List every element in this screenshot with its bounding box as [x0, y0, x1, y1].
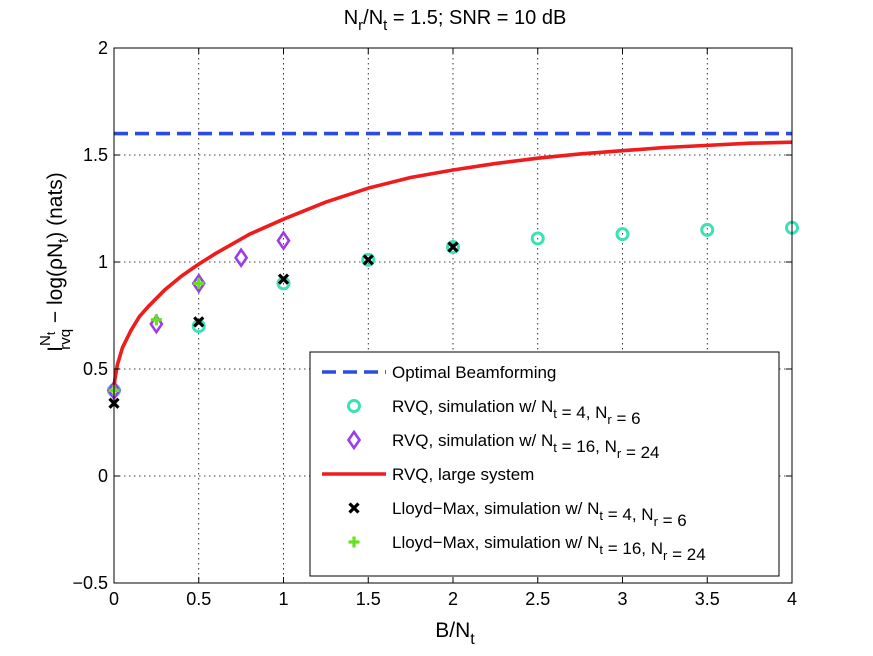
- series-rvq-large-system: [112, 140, 793, 391]
- rvq-simulation-w-nt-4-nr-6-point: [361, 252, 376, 267]
- y-tick-label: −0.5: [72, 573, 108, 593]
- legend-label: RVQ, simulation w/ Nt = 16, Nr = 24: [392, 431, 660, 462]
- legend-label: Lloyd−Max, simulation w/ Nt = 4, Nr = 6: [392, 499, 687, 530]
- y-axis-label: INtrvq − log(ρNt) (nats): [37, 172, 74, 352]
- axis-ticks: 0 0.5 1 1.5 2 2.5 3 3.5 4−0.500.511.52: [72, 38, 797, 609]
- legend-label: Optimal Beamforming: [392, 363, 556, 382]
- x-tick-label: 0: [109, 589, 119, 609]
- y-tick-label: 0: [98, 466, 108, 486]
- rvq-simulation-w-nt-4-nr-6-point: [615, 227, 630, 242]
- series-rvq-simulation-w-nt-4-nr-6: [107, 220, 799, 398]
- lloyd-max-simulation-w-nt-16-nr-24-point: [193, 277, 205, 289]
- lloyd-max-simulation-w-nt-4-nr-6-point: [362, 254, 374, 266]
- x-tick-label: 1.5: [356, 589, 381, 609]
- rvq-simulation-w-nt-4-nr-6-point: [700, 222, 715, 237]
- legend: Optimal Beamforming RVQ, simulation w/ Nt…: [309, 351, 780, 577]
- x-tick-label: 1: [278, 589, 288, 609]
- rvq-simulation-w-nt-4-nr-6-point: [530, 231, 545, 246]
- x-tick-label: 2: [448, 589, 458, 609]
- legend-swatch: [346, 429, 362, 451]
- x-tick-label: 3.5: [695, 589, 720, 609]
- legend-label: RVQ, large system: [392, 465, 534, 484]
- legend-swatch: [347, 399, 361, 413]
- plot-series: [106, 131, 799, 409]
- x-tick-label: 4: [787, 589, 797, 609]
- legend-box: [309, 351, 780, 577]
- legend-item-lloyd-max-simulation-w-nt-4-nr-6: Lloyd−Max, simulation w/ Nt = 4, Nr = 6: [348, 499, 687, 530]
- lloyd-max-simulation-w-nt-4-nr-6-point: [447, 241, 459, 253]
- x-tick-label: 3: [617, 589, 627, 609]
- y-tick-label: 2: [98, 38, 108, 58]
- rvq-simulation-w-nt-4-nr-6-point: [446, 240, 460, 255]
- legend-item-lloyd-max-simulation-w-nt-16-nr-24: Lloyd−Max, simulation w/ Nt = 16, Nr = 2…: [348, 533, 706, 564]
- y-tick-label: 1: [98, 252, 108, 272]
- chart-title: Nr/Nt = 1.5; SNR = 10 dB: [344, 7, 567, 34]
- lloyd-max-simulation-w-nt-16-nr-24-point: [150, 314, 162, 326]
- rvq-large-system-line: [112, 140, 793, 391]
- legend-item-rvq-simulation-w-nt-4-nr-6: RVQ, simulation w/ Nt = 4, Nr = 6: [347, 397, 641, 428]
- x-axis-label: B/Nt: [435, 619, 475, 648]
- rvq-simulation-w-nt-16-nr-24-point: [191, 273, 206, 294]
- legend-item-optimal-beamforming: Optimal Beamforming: [322, 363, 556, 382]
- rvq-simulation-w-nt-16-nr-24-point: [149, 313, 164, 335]
- lloyd-max-simulation-w-nt-4-nr-6-point: [193, 316, 205, 328]
- series-rvq-simulation-w-nt-16-nr-24: [106, 230, 291, 401]
- legend-swatch: [348, 502, 360, 514]
- legend-item-rvq-simulation-w-nt-16-nr-24: RVQ, simulation w/ Nt = 16, Nr = 24: [346, 429, 660, 462]
- rvq-simulation-w-nt-16-nr-24-point: [276, 230, 291, 251]
- legend-swatch: [348, 536, 360, 548]
- y-tick-label: 0.5: [83, 359, 108, 379]
- series-lloyd-max-simulation-w-nt-4-nr-6: [108, 241, 459, 409]
- rvq-simulation-w-nt-16-nr-24-point: [234, 247, 249, 269]
- legend-item-rvq-large-system: RVQ, large system: [322, 465, 534, 484]
- lloyd-max-simulation-w-nt-4-nr-6-point: [277, 273, 290, 285]
- y-tick-label: 1.5: [83, 145, 108, 165]
- legend-label: RVQ, simulation w/ Nt = 4, Nr = 6: [392, 397, 641, 428]
- legend-label: Lloyd−Max, simulation w/ Nt = 16, Nr = 2…: [392, 533, 706, 564]
- x-tick-label: 0.5: [186, 589, 211, 609]
- x-tick-label: 2.5: [525, 589, 550, 609]
